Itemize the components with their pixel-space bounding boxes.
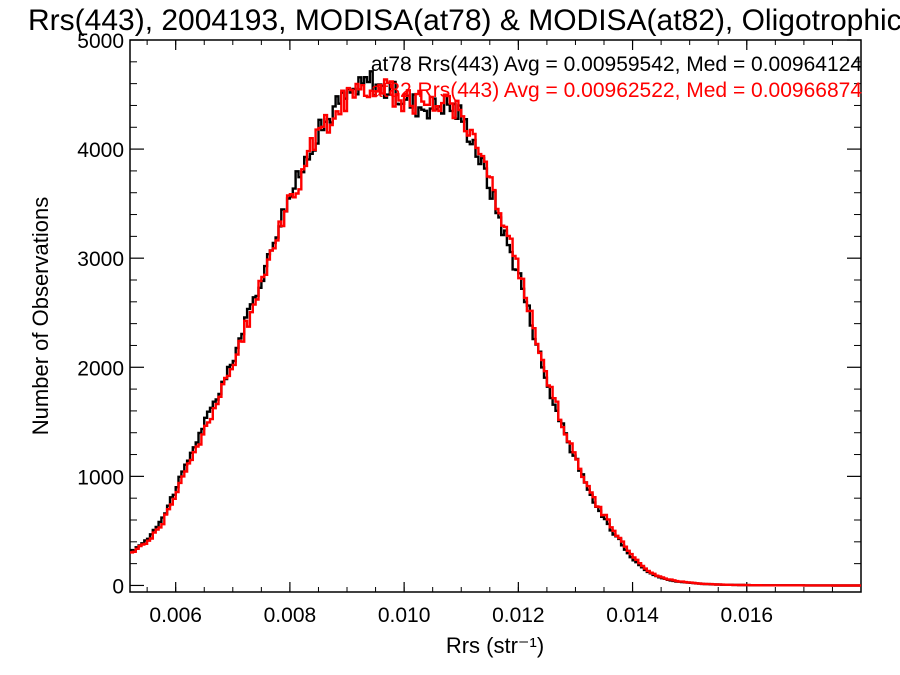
y-tick-label: 0 <box>112 575 124 598</box>
x-tick-label: 0.014 <box>606 604 659 627</box>
y-axis-label: Number of Observations <box>28 197 53 435</box>
x-tick-label: 0.006 <box>149 604 202 627</box>
plot-frame <box>129 39 862 593</box>
y-tick-label: 3000 <box>77 248 124 271</box>
x-tick-label: 0.010 <box>378 604 431 627</box>
y-tick-label: 4000 <box>77 139 124 162</box>
y-tick-label: 1000 <box>77 466 124 489</box>
legend-entry-at78: at78 Rrs(443) Avg = 0.00959542, Med = 0.… <box>371 53 862 76</box>
y-axis-ticks: 0 1000 2000 3000 4000 5000 <box>77 30 861 598</box>
y-tick-label: 5000 <box>77 30 124 53</box>
x-axis-ticks: 0.006 0.008 0.010 0.012 0.014 0.016 <box>146 40 833 627</box>
y-tick-label: 2000 <box>77 357 124 380</box>
series-line-at78 <box>130 70 861 587</box>
x-tick-label: 0.012 <box>492 604 545 627</box>
x-tick-label: 0.016 <box>721 604 774 627</box>
chart-title: Rrs(443), 2004193, MODISA(at78) & MODISA… <box>28 4 900 37</box>
legend-entry-at82: at82 Rrs(443) Avg = 0.00962522, Med = 0.… <box>371 79 862 102</box>
series-layer <box>130 70 861 587</box>
series-line-at82 <box>130 78 861 587</box>
x-axis-label: Rrs (str⁻¹) <box>446 633 544 658</box>
x-tick-label: 0.008 <box>264 604 317 627</box>
